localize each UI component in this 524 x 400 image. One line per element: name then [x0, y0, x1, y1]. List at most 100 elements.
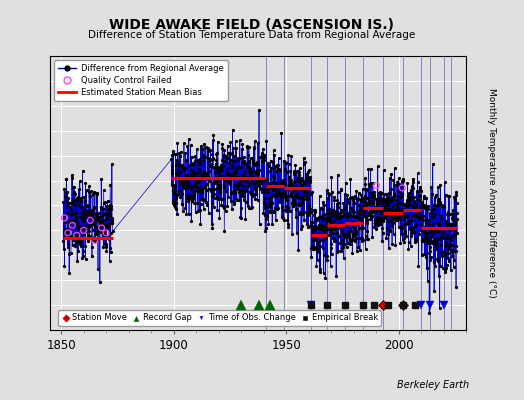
Point [380, 197, 388, 204]
Point [177, 175, 185, 182]
Point [399, 210, 407, 217]
Point [387, 170, 395, 177]
Point [256, 178, 265, 184]
Point [227, 172, 236, 178]
Point [80, 208, 89, 214]
Point [354, 225, 363, 232]
Point [247, 205, 256, 211]
Point [174, 163, 183, 170]
Point [101, 222, 109, 228]
Point [439, 229, 447, 236]
Point [84, 238, 92, 244]
Point [441, 267, 450, 273]
Point [343, 192, 352, 198]
Point [359, 198, 368, 204]
Point [319, 237, 328, 244]
Point [68, 199, 77, 205]
Point [444, 193, 453, 199]
Point [199, 146, 207, 152]
Point [290, 198, 298, 204]
Point [423, 235, 431, 242]
Point [255, 176, 264, 182]
Point [366, 216, 375, 223]
Point [63, 189, 71, 195]
Point [210, 190, 219, 197]
Point [252, 187, 260, 193]
Point [370, 220, 379, 227]
Point [108, 228, 117, 235]
Point [347, 219, 355, 225]
Point [188, 172, 196, 179]
Point [278, 190, 287, 196]
Point [212, 151, 221, 157]
Point [93, 214, 101, 221]
Point [189, 160, 198, 166]
Point [72, 240, 80, 246]
Point [376, 221, 384, 227]
Point [107, 215, 116, 222]
Point [191, 153, 200, 159]
Point [347, 213, 355, 220]
Point [203, 172, 212, 178]
Point [232, 167, 240, 174]
Point [204, 186, 213, 192]
Point [256, 176, 264, 182]
Point [289, 197, 298, 204]
Point [438, 202, 446, 208]
Point [394, 193, 402, 200]
Point [96, 278, 104, 285]
Point [321, 225, 330, 232]
Point [254, 140, 262, 146]
Point [290, 179, 299, 186]
Point [408, 183, 416, 189]
Point [310, 207, 319, 214]
Point [79, 209, 88, 216]
Point [186, 194, 194, 200]
Point [366, 166, 375, 172]
Point [215, 170, 223, 177]
Point [202, 170, 210, 176]
Point [265, 209, 273, 215]
Point [325, 191, 334, 197]
Point [183, 172, 191, 178]
Point [385, 195, 393, 202]
Point [229, 144, 237, 151]
Point [289, 202, 297, 209]
Point [192, 182, 200, 189]
Point [76, 196, 84, 202]
Point [102, 234, 110, 240]
Point [63, 195, 72, 201]
Point [174, 159, 182, 166]
Point [201, 199, 210, 205]
Point [313, 244, 322, 250]
Point [356, 198, 365, 204]
Point [174, 187, 183, 194]
Point [378, 200, 387, 206]
Point [87, 222, 95, 228]
Point [266, 202, 275, 209]
Point [436, 182, 444, 188]
Point [396, 207, 404, 214]
Point [414, 196, 423, 203]
Point [369, 194, 378, 200]
Point [444, 209, 452, 216]
Point [207, 186, 215, 192]
Point [301, 159, 310, 166]
Point [264, 160, 272, 166]
Point [250, 184, 259, 191]
Point [299, 194, 307, 200]
Point [187, 167, 195, 173]
Point [446, 221, 455, 227]
Point [326, 217, 334, 223]
Point [375, 218, 383, 224]
Point [450, 231, 458, 237]
Point [78, 205, 86, 212]
Point [322, 232, 330, 238]
Point [63, 210, 71, 216]
Point [90, 234, 99, 241]
Point [66, 200, 74, 206]
Point [178, 182, 187, 188]
Point [222, 155, 231, 161]
Point [438, 249, 446, 256]
Point [223, 203, 232, 209]
